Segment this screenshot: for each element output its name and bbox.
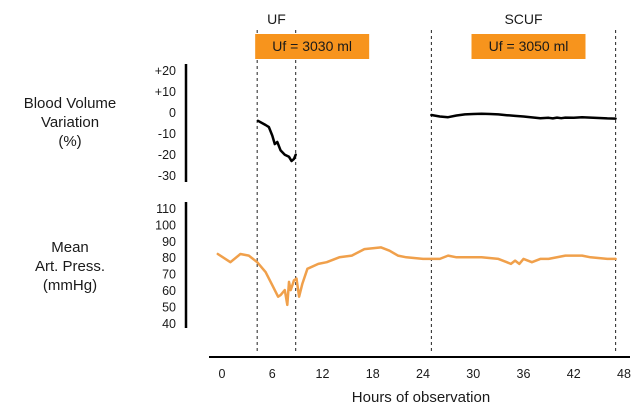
y-tick-label: 60 [162,284,176,298]
y-tick-label: 80 [162,251,176,265]
uf-volume-text: Uf = 3030 ml [272,38,352,54]
blood-volume-series [256,112,617,163]
phase-label: SCUF [504,11,542,27]
y-tick-label: 50 [162,300,176,314]
arterial-pressure-series [216,246,617,307]
y-axis-label-line: Blood Volume [24,95,117,112]
y-axis-label-line: (mmHg) [43,277,97,294]
uf-volume-box [471,34,586,59]
series-line [216,246,617,307]
y-axis-label-line: Variation [41,114,99,131]
y-tick-label: 100 [155,218,176,232]
arterial-pressure-y-ticks: 110 100 90 80 70 60 50 40 [155,202,176,331]
y-tick-label: +10 [155,85,176,99]
phase-label: UF [267,11,286,27]
x-tick-label: 18 [366,367,380,381]
x-tick-label: 42 [567,367,581,381]
blood-volume-y-label: Blood Volume Variation (%) [24,95,117,150]
uf-volume-text: Uf = 3050 ml [489,38,569,54]
x-tick-labels: 0 6 12 18 24 30 36 42 48 [219,367,631,381]
x-tick-label: 6 [269,367,276,381]
y-tick-label: 0 [169,106,176,120]
series-line [430,112,617,120]
x-axis: 0 6 12 18 24 30 36 42 48 Hours of observation [209,356,631,406]
y-tick-label: 40 [162,317,176,331]
x-tick-label: 12 [316,367,330,381]
arterial-pressure-y-label: Mean Art. Press. (mmHg) [35,239,105,294]
phase-layer: UF Uf = 3030 ml SCUF Uf = 3050 ml [255,11,617,352]
x-tick-label: 36 [517,367,531,381]
blood-volume-y-ticks: +20 +10 0 -10 -20 -30 [155,64,176,183]
y-axis-label-line: Mean [51,239,89,256]
y-tick-label: 110 [156,202,176,216]
x-tick-label: 30 [466,367,480,381]
y-axis-label-line: (%) [58,133,81,150]
y-tick-label: -30 [158,169,176,183]
y-tick-label: +20 [155,64,176,78]
blood-volume-panel: +20 +10 0 -10 -20 -30 Blood Volume Variation (%… [24,64,617,183]
x-tick-label: 48 [617,367,631,381]
y-tick-label: -20 [158,148,176,162]
series-line [256,119,297,163]
y-tick-label: 90 [162,235,176,249]
uf-volume-box [255,34,370,59]
x-axis-label: Hours of observation [352,389,490,406]
y-tick-label: -10 [158,127,176,141]
x-tick-label: 24 [416,367,430,381]
x-tick-label: 0 [219,367,226,381]
y-tick-label: 70 [162,268,176,282]
y-axis-label-line: Art. Press. [35,258,105,275]
arterial-pressure-panel: 110 100 90 80 70 60 50 40 Mean Art. Press. (mmHg) [35,202,617,331]
